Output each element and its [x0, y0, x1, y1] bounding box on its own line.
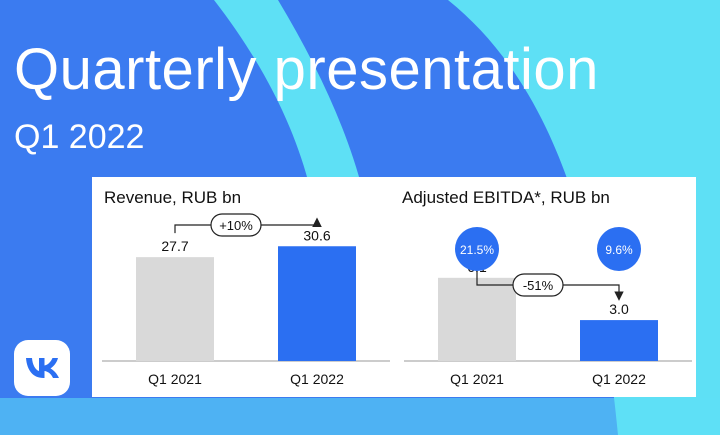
ebitda-bar-1 [580, 320, 658, 361]
ebitda-margin-badge-0 [455, 227, 499, 271]
revenue-change-label: +10% [219, 218, 253, 233]
ebitda-chart-title: Adjusted EBITDA*, RUB bn [402, 188, 610, 207]
charts-panel: Revenue, RUB bn 27.7 Q1 2021 30.6 Q1 2022 +10… [92, 177, 696, 397]
revenue-value-label-0: 27.7 [161, 238, 188, 254]
vk-logo [14, 340, 70, 396]
ebitda-tick-label-1: Q1 2022 [592, 371, 646, 387]
page-subtitle: Q1 2022 [14, 118, 145, 156]
revenue-chart-title: Revenue, RUB bn [104, 188, 241, 207]
ebitda-value-label-1: 3.0 [609, 301, 629, 317]
revenue-bar-1 [278, 246, 356, 361]
revenue-tick-label-1: Q1 2022 [290, 371, 344, 387]
charts-svg: Revenue, RUB bn 27.7 Q1 2021 30.6 Q1 2022 +10… [102, 188, 692, 387]
revenue-bar-0 [136, 257, 214, 361]
ebitda-change-pill [512, 273, 564, 297]
ebitda-margin-badge-1 [597, 227, 641, 271]
revenue-value-label-1: 30.6 [303, 227, 330, 243]
ebitda-change-label: -51% [523, 278, 554, 293]
revenue-tick-label-0: Q1 2021 [148, 371, 202, 387]
vk-logo-icon [26, 358, 59, 378]
page-title: Quarterly presentation [14, 37, 599, 102]
ebitda-tick-label-0: Q1 2021 [450, 371, 504, 387]
ebitda-margin-label-0: 21.5% [460, 243, 494, 257]
ebitda-bar-0 [438, 277, 516, 361]
background-wave-bottom [0, 398, 720, 435]
revenue-change-pill [210, 213, 262, 237]
ebitda-margin-label-1: 9.6% [605, 243, 633, 257]
